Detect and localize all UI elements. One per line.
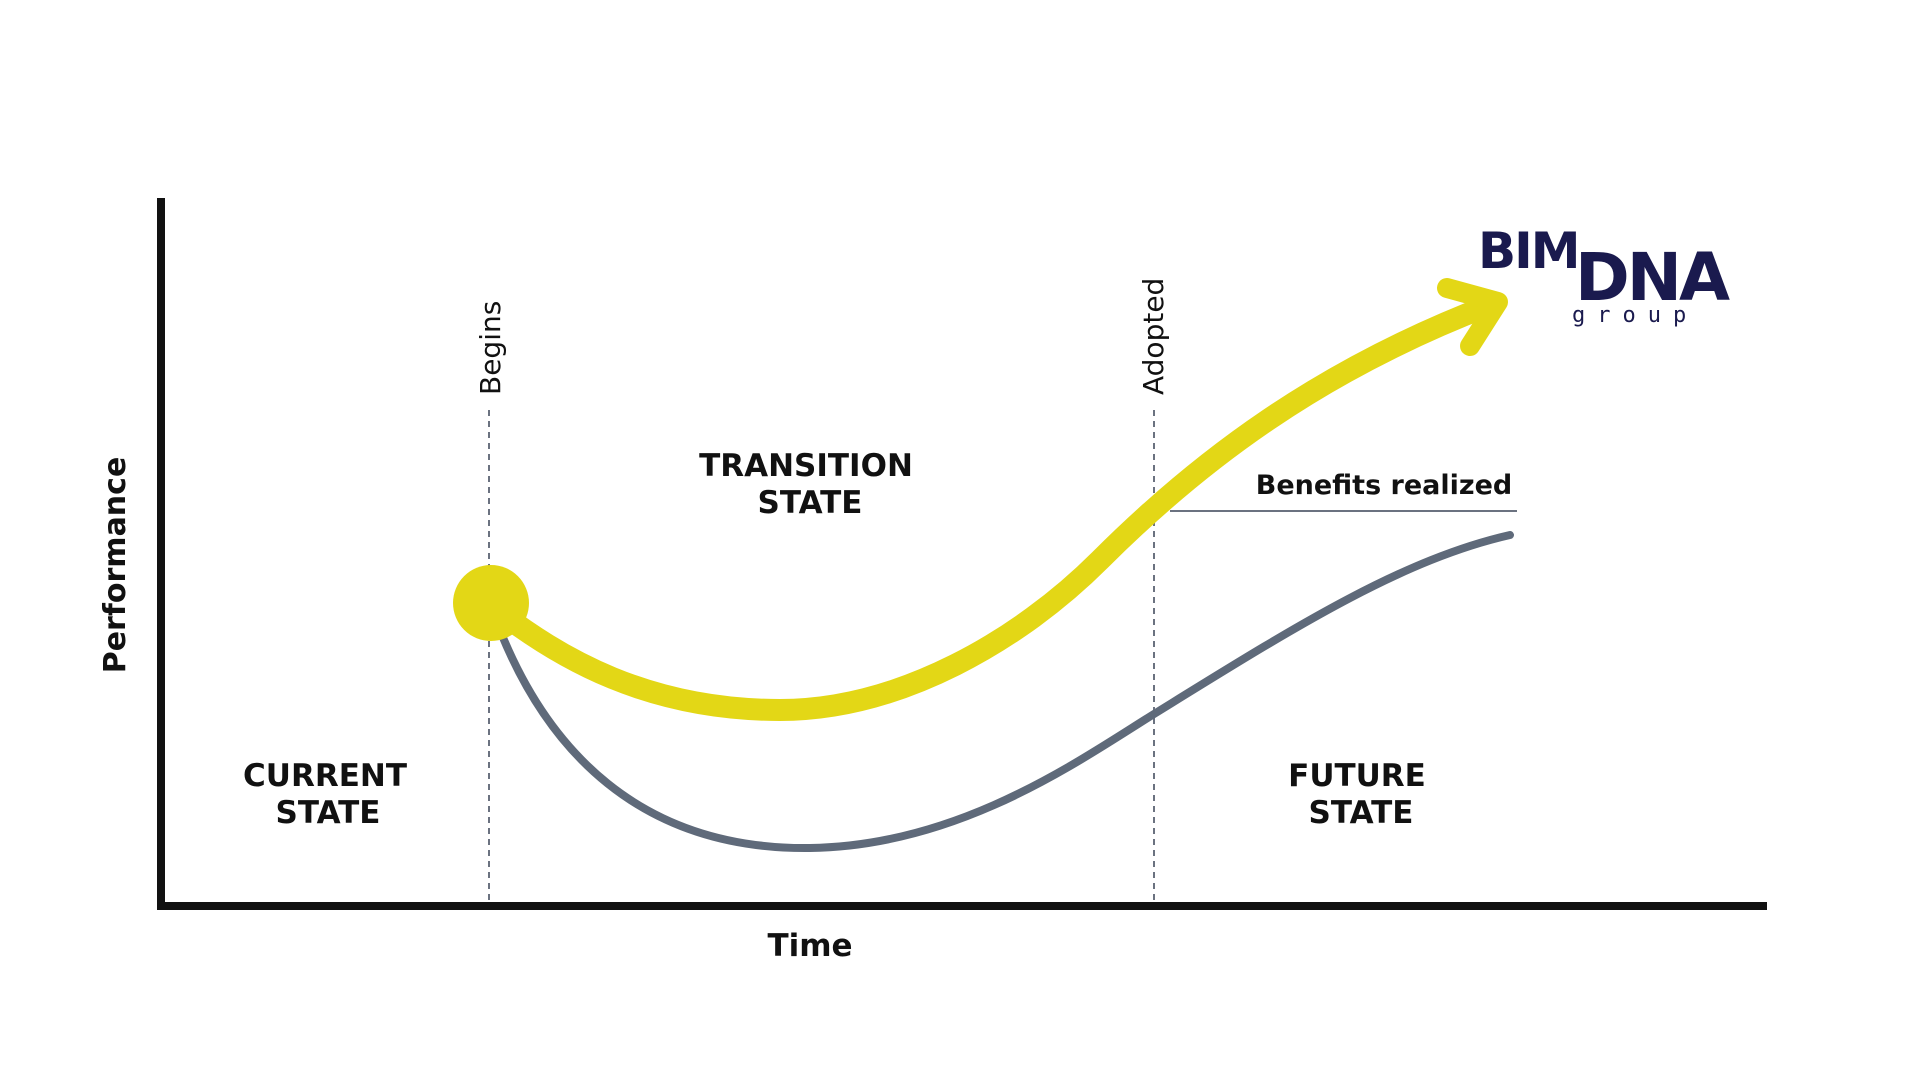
- bimdna-logo: BIM DNA group: [1478, 222, 1733, 328]
- adopted-label: Adopted: [1137, 278, 1170, 395]
- arrow-head: [1437, 278, 1508, 356]
- logo-sub-group: group: [1572, 303, 1698, 328]
- managed-change-curve: [480, 294, 1501, 722]
- begins-label: Begins: [474, 301, 507, 395]
- x-axis-label: Time: [767, 928, 852, 964]
- actual-performance-curve: [492, 531, 1514, 853]
- change-begins-dot: [453, 565, 529, 641]
- benefits-realized-label: Benefits realized: [1256, 470, 1513, 501]
- current-state-label-line1: CURRENT: [243, 758, 407, 794]
- future-state-label-line1: FUTURE: [1288, 758, 1426, 794]
- transition-state-label-line2: STATE: [758, 485, 863, 521]
- y-axis-label: Performance: [98, 457, 133, 674]
- logo-part-bim: BIM: [1478, 222, 1578, 280]
- transition-state-label-line1: TRANSITION: [699, 448, 913, 484]
- future-state-label-line2: STATE: [1309, 795, 1414, 831]
- logo-part-dna: DNA: [1575, 239, 1730, 316]
- current-state-label-line2: STATE: [276, 795, 381, 831]
